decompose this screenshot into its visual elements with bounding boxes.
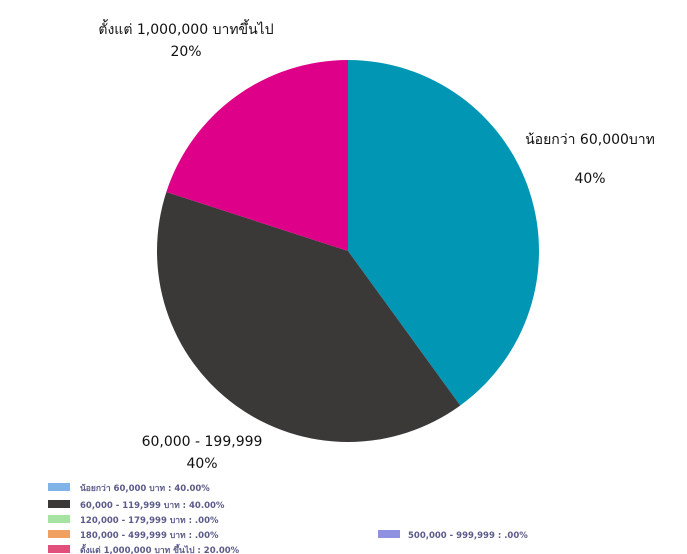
pie-slices [156, 60, 539, 442]
legend-item-1000000-and-above: ตั้งแต่ 1,000,000 บาท ขึ้นไป : 20.00% [80, 543, 240, 554]
legend-swatch-60000-119999 [48, 500, 70, 508]
legend-swatch-180000-499999 [48, 530, 70, 538]
slice-label-1000000-and-above: ตั้งแต่ 1,000,000 บาทขึ้นไป [98, 19, 273, 38]
legend-item-500000-999999: 500,000 - 999,999 : .00% [408, 531, 528, 541]
legend-swatch-120000-179999 [48, 515, 70, 523]
slice-value-1000000-and-above: 20% [170, 44, 201, 60]
legend-item-180000-499999: 180,000 - 499,999 บาท : .00% [80, 531, 219, 541]
legend-item-60000-119999: 60,000 - 119,999 บาท : 40.00% [80, 501, 225, 511]
pie-slice-60000-199999 [156, 191, 461, 442]
legend-swatch-500000-999999 [378, 530, 400, 538]
pie-slice-less-than-60000 [348, 60, 539, 406]
legend-swatch-less-than-60000 [48, 483, 70, 491]
chart-legend: น้อยกว่า 60,000 บาท : 40.00% 60,000 - 11… [48, 483, 528, 554]
legend-swatch-1000000-and-above [48, 545, 70, 553]
legend-item-less-than-60000: น้อยกว่า 60,000 บาท : 40.00% [80, 483, 210, 494]
pie-slice-1000000-and-above [166, 60, 348, 251]
legend-item-120000-179999: 120,000 - 179,999 บาท : .00% [80, 516, 219, 526]
slice-value-less-than-60000: 40% [574, 171, 605, 187]
slice-label-less-than-60000: น้อยกว่า 60,000บาท [525, 132, 655, 148]
slice-label-60000-199999: 60,000 - 199,999 [142, 434, 263, 450]
slice-value-60000-199999: 40% [186, 456, 217, 472]
